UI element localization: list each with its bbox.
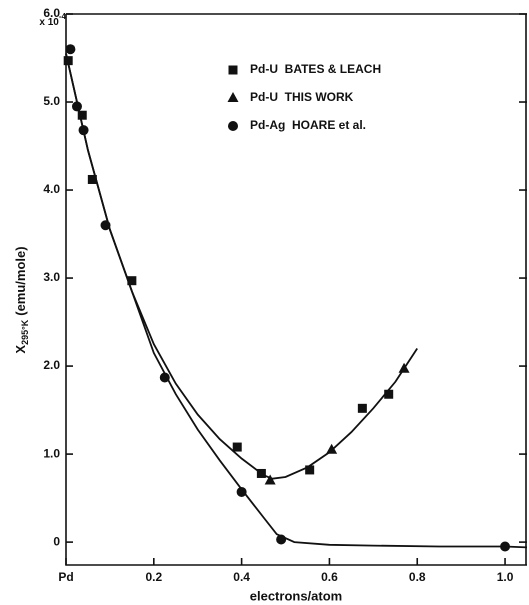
x-tick-label: 0.4 [233,570,250,584]
y-tick-label: 6.0 [43,6,60,20]
multiplier-exponent: -4 [59,12,67,21]
y-axis-label: X295°K (emu/mole) [13,246,30,353]
multiplier-base: x 10 [39,17,59,28]
marker-circle [236,486,247,497]
y-tick-label: 5.0 [43,94,60,108]
y-tick-label: 1.0 [43,446,60,460]
y-label-symbol: X [13,345,28,354]
legend-label: Pd-Ag HOARE et al. [250,118,366,132]
marker-circle [78,125,89,136]
x-tick-label: 0.2 [145,570,162,584]
marker-square [232,442,242,452]
marker-square [384,389,394,399]
y-tick-label: 3.0 [43,270,60,284]
marker-square [228,65,238,75]
marker-square [357,403,367,413]
marker-square [63,56,73,66]
marker-circle [159,372,170,383]
marker-circle [276,534,287,545]
marker-square [127,276,137,286]
x-tick-label: 1.0 [497,570,514,584]
x-tick-label: Pd [58,570,73,584]
marker-circle [65,44,76,55]
marker-square [87,174,97,184]
multiplier: x 10-4 [39,12,66,28]
marker-square [256,468,266,478]
marker-circle [228,121,238,131]
marker-triangle [398,362,410,373]
marker-circle [100,220,111,231]
marker-triangle [227,92,239,102]
y-tick-label: 0 [53,534,60,548]
marker-triangle [326,443,338,454]
x-tick-label: 0.8 [409,570,426,584]
marker-triangle [264,474,276,485]
marker-circle [500,541,511,552]
marker-square [77,110,87,120]
legend-label: Pd-U THIS WORK [250,90,354,104]
legend-label: Pd-U BATES & LEACH [250,62,381,76]
marker-square [305,465,315,475]
marker-circle [71,101,82,112]
y-tick-label: 2.0 [43,358,60,372]
x-tick-label: 0.6 [321,570,338,584]
x-axis-label: electrons/atom [250,588,342,603]
y-label-subscript: 295°K [20,319,30,345]
y-tick-label: 4.0 [43,182,60,196]
y-label-unit: (emu/mole) [13,246,28,315]
